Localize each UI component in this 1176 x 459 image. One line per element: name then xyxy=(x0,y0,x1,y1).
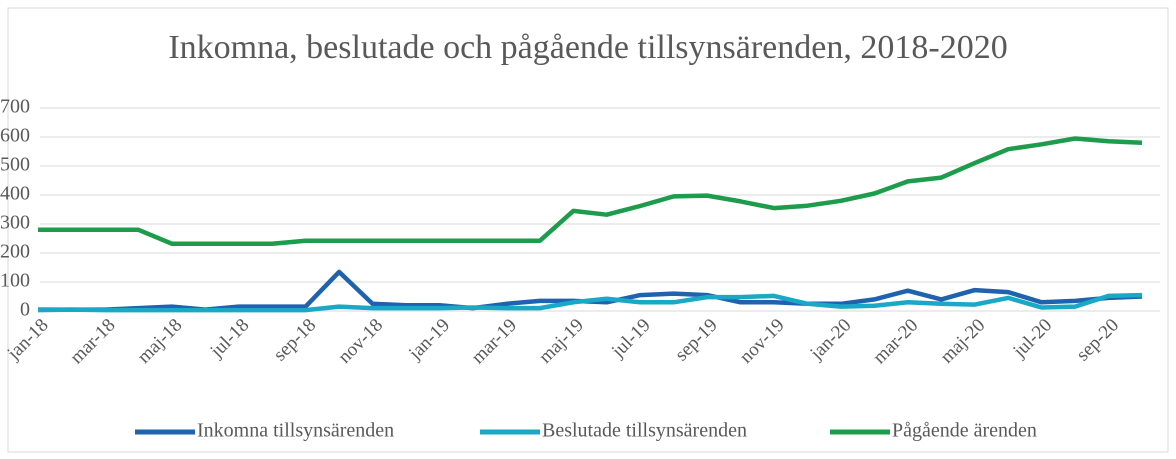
y-tick-label: 300 xyxy=(0,212,30,234)
y-tick-label: 500 xyxy=(0,154,30,176)
series-line xyxy=(38,136,1143,246)
legend-label: Inkomna tillsynsärenden xyxy=(197,420,394,442)
series-line xyxy=(37,292,1143,313)
y-tick-label: 200 xyxy=(0,241,30,263)
legend-label: Pågående ärenden xyxy=(892,420,1037,442)
legend-label: Beslutade tillsynsärenden xyxy=(542,420,747,442)
y-tick-label: 0 xyxy=(20,299,30,321)
y-tick-label: 700 xyxy=(0,96,30,118)
chart-border xyxy=(7,7,1169,453)
chart-title: Inkomna, beslutade och pågående tillsyns… xyxy=(168,29,1007,66)
y-tick-label: 400 xyxy=(0,183,30,205)
y-tick-label: 600 xyxy=(0,125,30,147)
y-tick-label: 100 xyxy=(0,270,30,292)
